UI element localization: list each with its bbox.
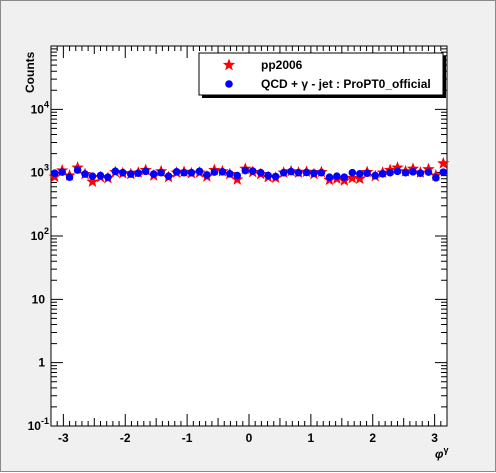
data-point-circle [241,166,250,175]
data-point-circle [287,167,295,176]
data-point-star [391,161,404,173]
data-point-circle [73,166,82,174]
series-qcd-gamma-jet [50,166,448,182]
y-tick-label: 1 [38,356,45,370]
data-point-circle [401,168,410,177]
data-point-circle [271,172,280,181]
data-point-circle [88,172,97,180]
data-point-circle [50,169,59,178]
data-point-circle [65,173,74,181]
data-point-circle [279,168,288,177]
data-point-circle [118,168,127,177]
data-point-circle [96,171,105,180]
data-point-circle [203,171,211,179]
x-tick-label: 1 [308,431,315,445]
data-point-circle [195,167,204,176]
y-tick-label: 103 [31,163,49,180]
data-point-star [346,171,359,184]
data-point-circle [378,169,387,178]
data-point-circle [210,168,219,176]
data-point-circle [164,172,173,180]
data-point-circle [127,170,135,178]
data-point-circle [424,168,433,176]
data-point-circle [81,170,89,178]
x-axis-title: φγ [435,445,448,461]
data-point-circle [226,169,234,178]
data-point-circle [233,171,242,180]
legend-marker-circle [225,80,233,88]
y-tick-label: 10-1 [28,416,49,433]
y-tick-label: 10 [32,292,46,306]
data-point-circle [439,168,448,176]
data-point-circle [302,168,311,177]
y-tick-label: 104 [31,99,49,116]
data-point-circle [187,168,196,177]
data-point-circle [149,170,158,178]
x-tick-label: 0 [246,431,253,445]
data-point-circle [172,168,181,176]
x-tick-label: -3 [58,431,69,445]
data-point-circle [294,168,303,177]
data-point-circle [409,168,417,176]
axis-ticks [50,46,448,427]
x-tick-label: 2 [369,431,376,445]
data-point-circle [218,168,227,176]
x-tick-label: 3 [431,431,438,445]
data-point-circle [363,169,371,178]
data-point-circle [393,167,402,176]
data-point-circle [333,172,341,180]
data-point-circle [104,173,112,181]
data-point-circle [348,168,357,177]
data-point-circle [58,168,66,176]
data-point-circle [355,169,364,178]
data-point-circle [340,173,349,181]
x-tick-label: -1 [182,431,193,445]
data-point-circle [141,167,150,176]
y-axis-label: Counts [23,51,37,93]
legend-entry-label: pp2006 [261,58,303,72]
data-point-star [437,156,450,169]
data-point-circle [264,171,272,180]
data-point-circle [248,167,257,175]
data-point-circle [111,167,120,176]
x-axis-label: φγ [435,445,448,461]
data-point-star [353,172,366,185]
data-point-star [86,175,99,187]
data-point-circle [432,173,440,182]
legend-entry-label: QCD + γ - jet : ProPT0_official [261,77,431,91]
legend: pp2006 QCD + γ - jet : ProPT0_official [198,52,446,98]
data-point-circle [325,173,334,181]
data-point-circle [134,169,143,178]
y-tick-label: 102 [31,226,49,243]
x-tick-label: -2 [120,431,131,445]
legend-box [198,52,444,96]
data-point-circle [416,169,425,178]
data-point-circle [180,168,188,177]
data-point-circle [256,168,265,177]
data-point-circle [310,169,318,178]
data-point-circle [157,168,165,177]
data-point-circle [317,168,326,177]
data-point-circle [386,168,394,177]
legend-marker-star [222,58,236,71]
data-point-circle [371,171,380,180]
plot-area [50,45,448,427]
